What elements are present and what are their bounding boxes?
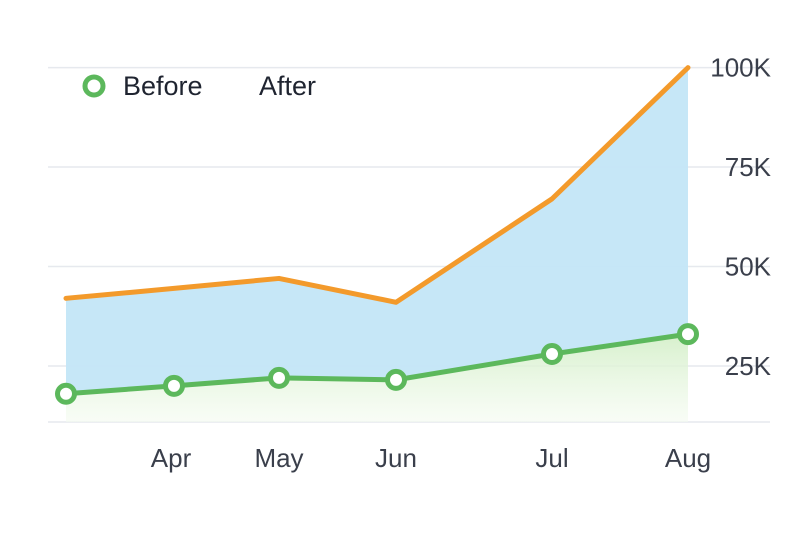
point-before-jul[interactable] <box>541 343 563 366</box>
x-tick-apr: Apr <box>151 443 192 473</box>
legend-marker-before <box>82 74 106 98</box>
series-lines <box>63 65 691 397</box>
area-after <box>66 67 688 394</box>
y-tick-75k: 75K <box>725 152 772 182</box>
x-axis-ticks: Apr May Jun Jul Aug <box>151 443 711 473</box>
x-tick-may: May <box>254 443 303 473</box>
line-before <box>63 331 691 397</box>
area-before <box>66 334 688 422</box>
point-before-may[interactable] <box>268 366 290 389</box>
line-after <box>63 65 691 305</box>
x-tick-jul: Jul <box>535 443 568 473</box>
point-before-jun[interactable] <box>385 368 407 391</box>
series-markers <box>55 323 699 405</box>
y-tick-25k: 25K <box>725 351 772 381</box>
legend-label-before: Before <box>123 71 203 101</box>
legend-label-after: After <box>259 71 316 101</box>
legend-item-after[interactable]: After <box>259 71 316 101</box>
x-tick-aug: Aug <box>665 443 711 473</box>
y-tick-50k: 50K <box>725 252 772 282</box>
point-before-aug[interactable] <box>677 323 699 346</box>
point-before-mar[interactable] <box>55 382 77 405</box>
point-before-apr[interactable] <box>163 374 185 397</box>
legend: Before After <box>82 71 316 101</box>
y-tick-100k: 100K <box>710 53 771 83</box>
x-tick-jun: Jun <box>375 443 417 473</box>
legend-item-before[interactable]: Before <box>82 71 203 101</box>
y-axis-ticks: 25K 50K 75K 100K <box>710 53 771 381</box>
area-fills <box>66 67 688 422</box>
